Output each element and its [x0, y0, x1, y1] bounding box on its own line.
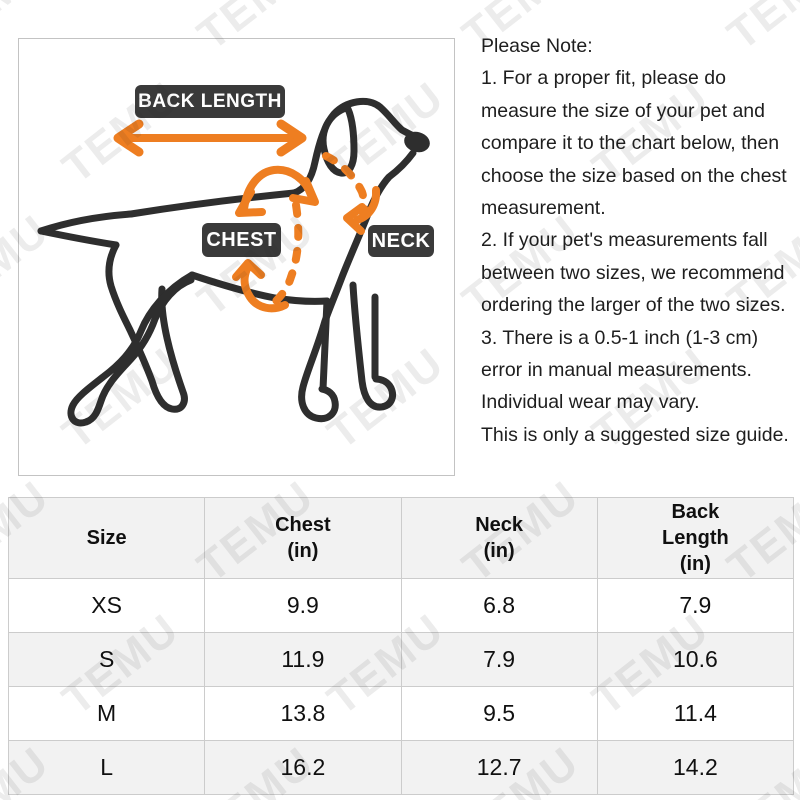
dog-back	[127, 189, 298, 218]
table-cell: 14.2	[596, 740, 795, 795]
size-chart-table: Size Chest (in) Neck (in) Back Length (in) …	[7, 497, 795, 795]
note-line: error in manual measurements.	[481, 359, 752, 382]
note-line: Individual wear may vary.	[481, 391, 700, 414]
dog-illustration	[37, 97, 430, 427]
table-cell: S	[7, 632, 206, 687]
table-row: S 11.9 7.9 10.6	[7, 632, 795, 687]
note-line: This is only a suggested size guide.	[481, 423, 789, 446]
chest-girth-dashed	[272, 201, 303, 305]
dog-near-rear-leg	[67, 271, 196, 427]
dog-head-top	[290, 97, 423, 197]
table-cell: 9.5	[400, 686, 598, 741]
dog-tail-top	[37, 210, 135, 235]
dog-front	[298, 149, 417, 423]
dog-tail-bottom	[37, 227, 120, 249]
dog-belly	[188, 271, 331, 305]
note-line: 2. If your pet's measurements fall	[481, 229, 768, 252]
note-line: Please Note:	[481, 35, 593, 57]
neck-arrowhead	[343, 203, 366, 235]
table-cell: M	[7, 686, 206, 741]
table-header-cell: Neck (in)	[400, 497, 598, 579]
note-line: measure the size of your pet and	[481, 99, 765, 122]
notes-text: Please Note: 1. For a proper fit, please …	[481, 30, 800, 451]
dog-front-leg-back-edge	[319, 297, 331, 393]
table-header-cell: Chest (in)	[204, 497, 402, 579]
dog-far-front-leg	[349, 281, 397, 411]
table-cell: 10.6	[596, 632, 795, 687]
chest-arc-arrowhead-left	[235, 188, 266, 217]
table-cell: 12.7	[400, 740, 598, 795]
table-cell: 9.9	[204, 578, 402, 633]
back-length-arrowhead-left	[113, 119, 144, 157]
back-length-label: BACK LENGTH	[135, 85, 285, 118]
table-header-cell: Back Length (in)	[596, 497, 795, 579]
dog-far-rear-leg	[105, 241, 188, 413]
table-header-cell: Size	[7, 497, 206, 579]
measure-arrows	[113, 119, 381, 313]
chest-arc-arrowhead-right	[289, 177, 319, 206]
neck-arc	[353, 186, 381, 224]
measurement-diagram-panel: BACK LENGTH CHEST NECK	[18, 38, 455, 476]
dog-nose	[404, 131, 430, 153]
dog-outline	[37, 97, 423, 427]
table-cell: 13.8	[204, 686, 402, 741]
table-row: L 16.2 12.7 14.2	[7, 740, 795, 795]
neck-label: NECK	[368, 225, 434, 257]
table-cell: L	[7, 740, 206, 795]
note-line: 1. For a proper fit, please do	[481, 67, 726, 90]
note-line: choose the size based on the chest	[481, 164, 787, 187]
note-line: between two sizes, we recommend	[481, 261, 785, 284]
table-cell: 7.9	[400, 632, 598, 687]
table-cell: 16.2	[204, 740, 402, 795]
table-cell: XS	[7, 578, 206, 633]
chest-label: CHEST	[202, 223, 281, 257]
table-row: M 13.8 9.5 11.4	[7, 686, 795, 741]
note-line: measurement.	[481, 197, 606, 220]
chest-bottom-arrowhead	[232, 259, 265, 281]
chest-bottom-arc	[240, 265, 289, 313]
note-line: compare it to the chart below, then	[481, 132, 780, 155]
note-line: ordering the larger of the two sizes.	[481, 294, 786, 317]
table-cell: 11.9	[204, 632, 402, 687]
table-cell: 7.9	[596, 578, 795, 633]
table-cell: 11.4	[596, 686, 795, 741]
table-row: XS 9.9 6.8 7.9	[7, 578, 795, 633]
table-cell: 6.8	[400, 578, 598, 633]
note-line: 3. There is a 0.5-1 inch (1-3 cm)	[481, 326, 759, 349]
back-length-arrowhead-right	[276, 119, 307, 157]
dog-ear	[319, 104, 358, 177]
table-header-row: Size Chest (in) Neck (in) Back Length (in)	[7, 497, 795, 579]
